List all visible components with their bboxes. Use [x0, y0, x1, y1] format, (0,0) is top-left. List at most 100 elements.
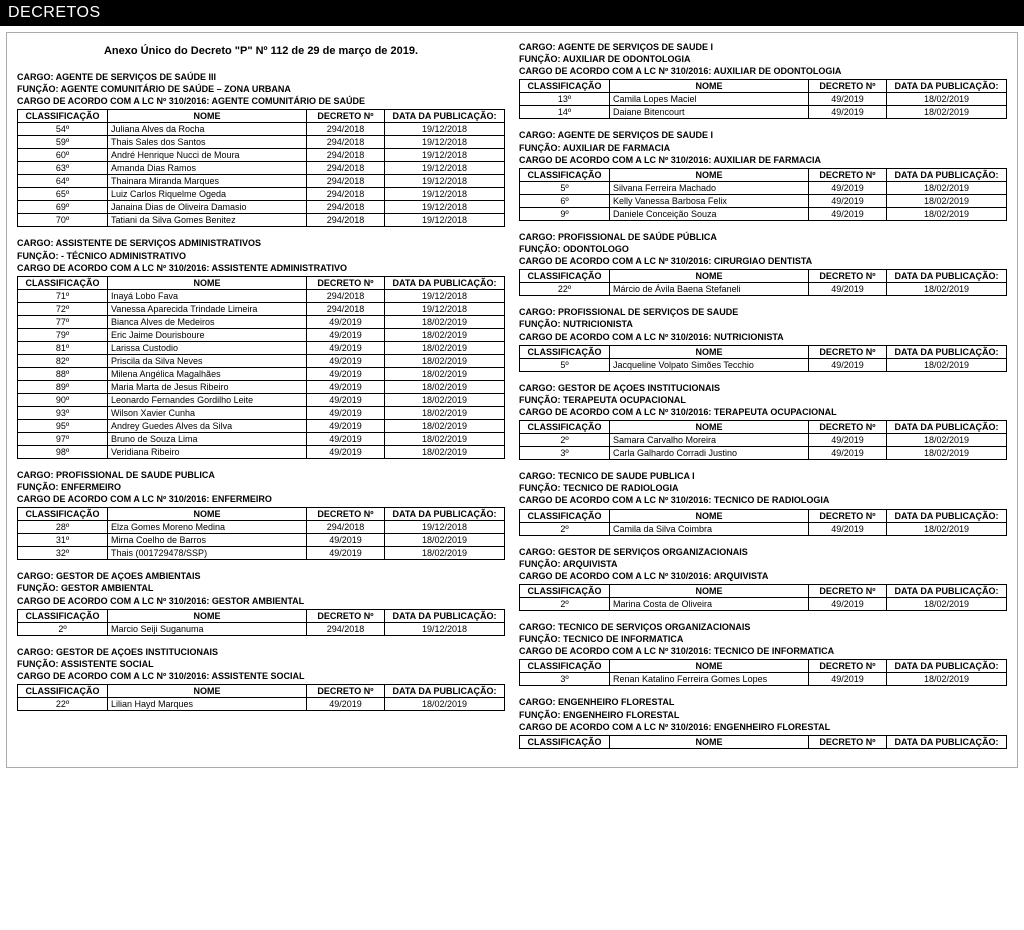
table-cell: 63º [18, 162, 108, 175]
table-header: DATA DA PUBLICAÇÃO: [385, 508, 505, 521]
table-header: DATA DA PUBLICAÇÃO: [887, 660, 1007, 673]
table-header: DATA DA PUBLICAÇÃO: [887, 80, 1007, 93]
table-cell: 19/12/2018 [385, 201, 505, 214]
table-cell: 294/2018 [307, 214, 385, 227]
table-cell: 18/02/2019 [385, 445, 505, 458]
table-row: 98ºVeridiana Ribeiro49/201918/02/2019 [18, 445, 505, 458]
table-cell: Thainara Miranda Marques [108, 175, 307, 188]
cargo_lc-label: CARGO DE ACORDO COM A LC Nº 310/2016: AS… [17, 262, 505, 274]
data-table: CLASSIFICAÇÃONOMEDECRETO NºDATA DA PUBLI… [17, 609, 505, 636]
table-cell: 18/02/2019 [887, 358, 1007, 371]
cargo-label: CARGO: PROFISSIONAL DE SAÚDE PÚBLICA [519, 231, 1007, 243]
table-cell: 49/2019 [307, 432, 385, 445]
table-header: NOME [108, 110, 307, 123]
table-header: NOME [610, 421, 809, 434]
table-cell: 2º [520, 597, 610, 610]
table-cell: 49/2019 [809, 673, 887, 686]
table-header: NOME [610, 80, 809, 93]
table-cell: 49/2019 [307, 406, 385, 419]
table-cell: Silvana Ferreira Machado [610, 181, 809, 194]
table-cell: 49/2019 [809, 106, 887, 119]
table-cell: 19/12/2018 [385, 214, 505, 227]
cargo_lc-label: CARGO DE ACORDO COM A LC Nº 310/2016: AU… [519, 65, 1007, 77]
table-cell: 49/2019 [809, 447, 887, 460]
cargo-label: CARGO: GESTOR DE SERVIÇOS ORGANIZACIONAI… [519, 546, 1007, 558]
table-row: 89ºMaria Marta de Jesus Ribeiro49/201918… [18, 380, 505, 393]
table-cell: 18/02/2019 [887, 194, 1007, 207]
table-header: CLASSIFICAÇÃO [18, 609, 108, 622]
table-row: 5ºJacqueline Volpato Simões Tecchio49/20… [520, 358, 1007, 371]
table-cell: Renan Katalino Ferreira Gomes Lopes [610, 673, 809, 686]
table-cell: 49/2019 [307, 534, 385, 547]
table-cell: 18/02/2019 [385, 432, 505, 445]
funcao-label: FUNÇÃO: ODONTOLOGO [519, 243, 1007, 255]
table-cell: 49/2019 [809, 93, 887, 106]
table-cell: 294/2018 [307, 175, 385, 188]
table-cell: 19/12/2018 [385, 149, 505, 162]
table-cell: 18/02/2019 [385, 380, 505, 393]
table-header: CLASSIFICAÇÃO [520, 421, 610, 434]
table-header: DATA DA PUBLICAÇÃO: [385, 276, 505, 289]
table-cell: 49/2019 [809, 194, 887, 207]
table-cell: Daniele Conceição Souza [610, 207, 809, 220]
table-cell: 49/2019 [307, 419, 385, 432]
table-cell: Priscila da Silva Neves [108, 354, 307, 367]
table-cell: 19/12/2018 [385, 289, 505, 302]
data-table: CLASSIFICAÇÃONOMEDECRETO NºDATA DA PUBLI… [519, 168, 1007, 221]
table-cell: 49/2019 [307, 445, 385, 458]
table-cell: 294/2018 [307, 136, 385, 149]
table-cell: 31º [18, 534, 108, 547]
table-header: DATA DA PUBLICAÇÃO: [887, 509, 1007, 522]
table-header: DECRETO Nº [809, 80, 887, 93]
table-cell: 49/2019 [809, 207, 887, 220]
data-table: CLASSIFICAÇÃONOMEDECRETO NºDATA DA PUBLI… [519, 735, 1007, 749]
table-cell: Camila da Silva Coimbra [610, 522, 809, 535]
table-header: NOME [610, 584, 809, 597]
table-header: CLASSIFICAÇÃO [520, 509, 610, 522]
table-cell: 49/2019 [307, 547, 385, 560]
table-cell: 54º [18, 123, 108, 136]
table-cell: 69º [18, 201, 108, 214]
table-cell: Vanessa Aparecida Trindade Limeira [108, 302, 307, 315]
table-header: CLASSIFICAÇÃO [520, 735, 610, 748]
table-header: NOME [108, 609, 307, 622]
data-table: CLASSIFICAÇÃONOMEDECRETO NºDATA DA PUBLI… [519, 420, 1007, 460]
section: CARGO: PROFISSIONAL DE SAUDE PUBLICAFUNÇ… [17, 469, 505, 560]
table-row: 22ºLilian Hayd Marques49/201918/02/2019 [18, 698, 505, 711]
funcao-label: FUNÇÃO: TERAPEUTA OCUPACIONAL [519, 394, 1007, 406]
section: CARGO: GESTOR DE AÇOES INSTITUCIONAISFUN… [17, 646, 505, 711]
table-cell: 18/02/2019 [385, 328, 505, 341]
table-cell: Luiz Carlos Riquelme Ogeda [108, 188, 307, 201]
table-cell: 294/2018 [307, 622, 385, 635]
table-cell: 90º [18, 393, 108, 406]
table-cell: 95º [18, 419, 108, 432]
table-cell: 9º [520, 207, 610, 220]
table-cell: Eric Jaime Dourisboure [108, 328, 307, 341]
table-cell: 18/02/2019 [385, 367, 505, 380]
table-cell: 19/12/2018 [385, 521, 505, 534]
table-cell: 18/02/2019 [887, 207, 1007, 220]
cargo-label: CARGO: PROFISSIONAL DE SERVIÇOS DE SAUDE [519, 306, 1007, 318]
table-header: DATA DA PUBLICAÇÃO: [887, 421, 1007, 434]
cargo_lc-label: CARGO DE ACORDO COM A LC Nº 310/2016: NU… [519, 331, 1007, 343]
table-row: 82ºPriscila da Silva Neves49/201918/02/2… [18, 354, 505, 367]
section: CARGO: ENGENHEIRO FLORESTALFUNÇÃO: ENGEN… [519, 696, 1007, 748]
table-cell: 19/12/2018 [385, 622, 505, 635]
table-header: NOME [610, 735, 809, 748]
table-header: CLASSIFICAÇÃO [18, 685, 108, 698]
table-cell: 49/2019 [307, 354, 385, 367]
table-cell: 5º [520, 358, 610, 371]
table-cell: 70º [18, 214, 108, 227]
table-cell: 294/2018 [307, 521, 385, 534]
data-table: CLASSIFICAÇÃONOMEDECRETO NºDATA DA PUBLI… [519, 345, 1007, 372]
table-cell: 19/12/2018 [385, 188, 505, 201]
table-cell: 49/2019 [307, 698, 385, 711]
column-right: CARGO: AGENTE DE SERVIÇOS DE SAUDE IFUNÇ… [519, 41, 1007, 759]
data-table: CLASSIFICAÇÃONOMEDECRETO NºDATA DA PUBLI… [17, 276, 505, 459]
table-cell: 32º [18, 547, 108, 560]
table-cell: 19/12/2018 [385, 162, 505, 175]
table-cell: 19/12/2018 [385, 175, 505, 188]
cargo-label: CARGO: PROFISSIONAL DE SAUDE PUBLICA [17, 469, 505, 481]
table-cell: 49/2019 [809, 181, 887, 194]
table-cell: 294/2018 [307, 149, 385, 162]
